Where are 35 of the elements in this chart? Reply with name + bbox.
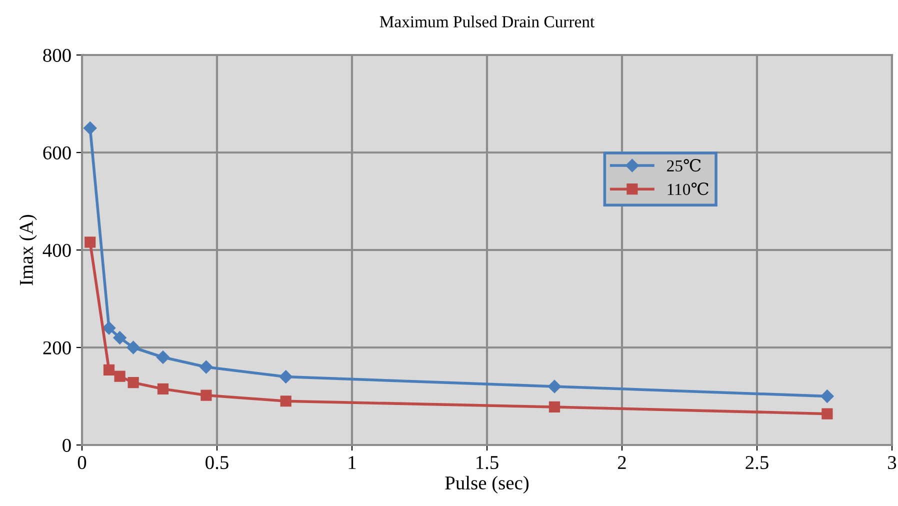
- point: [820, 390, 834, 403]
- x-tick-label: 2.5: [746, 456, 768, 470]
- point: [126, 340, 140, 354]
- x-tick-label: 0: [78, 456, 86, 470]
- point: [548, 401, 560, 413]
- y-tick-label: 800: [43, 48, 71, 62]
- point: [200, 360, 213, 374]
- x-tick-label: 1.5: [476, 456, 498, 470]
- x-axis-title: Pulse (sec): [445, 476, 529, 494]
- x-tick-label: 0.5: [206, 456, 228, 470]
- chart-title: Maximum Pulsed Drain Current: [380, 16, 595, 28]
- point: [548, 380, 562, 394]
- point: [103, 364, 115, 376]
- point: [279, 370, 292, 384]
- point: [280, 396, 292, 407]
- point: [114, 370, 126, 382]
- y-tick-label: 600: [43, 146, 71, 160]
- point: [102, 321, 116, 335]
- x-tick-label: 3: [888, 456, 896, 470]
- point: [156, 350, 170, 364]
- legend-label: 25℃: [667, 158, 701, 172]
- point: [113, 331, 126, 344]
- point: [157, 383, 169, 394]
- point: [128, 377, 139, 388]
- y-tick-label: 200: [43, 341, 71, 354]
- x-tick-label: 1: [348, 456, 356, 469]
- point: [84, 122, 97, 135]
- y-axis-title: Imax (A): [19, 214, 37, 286]
- y-tick-label: 400: [42, 244, 71, 257]
- point: [200, 390, 212, 401]
- legend-label: 110℃: [668, 182, 708, 196]
- x-tick-label: 2: [618, 456, 626, 469]
- point: [822, 408, 833, 420]
- y-tick-label: 0: [62, 438, 71, 452]
- point: [84, 236, 96, 248]
